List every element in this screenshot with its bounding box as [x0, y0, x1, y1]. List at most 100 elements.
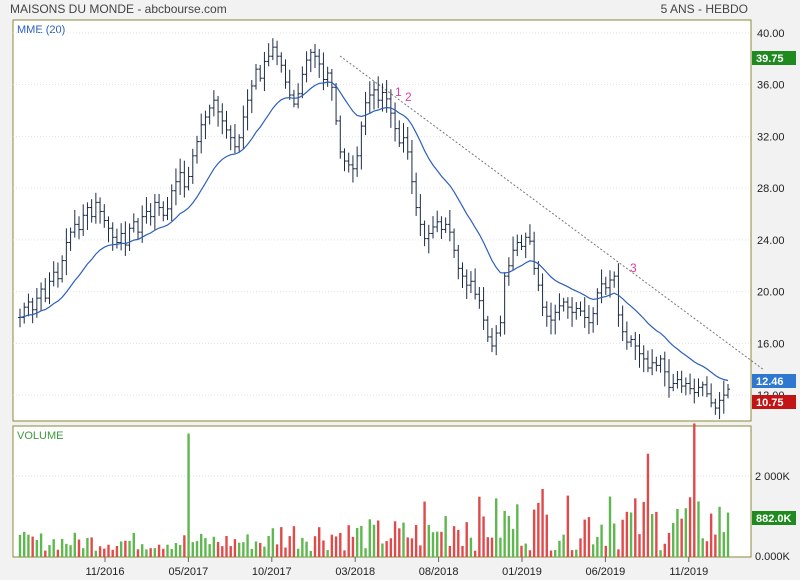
ohlc-bar: [47, 272, 52, 305]
volume-bar: [111, 549, 114, 557]
volume-bar: [591, 544, 595, 557]
ohlc-bar: [709, 383, 714, 408]
price-y-tick: 28.00: [757, 183, 785, 195]
volume-bar: [18, 534, 22, 557]
x-tick-label: 05/2017: [169, 566, 209, 578]
x-tick-label: 01/2019: [502, 566, 542, 578]
ohlc-bar: [443, 217, 448, 234]
period-label: 5 ANS - HEBDO: [660, 2, 748, 16]
annotation-3: 3: [630, 261, 637, 275]
volume-bar: [414, 525, 418, 557]
x-axis: 11/2016 05/2017 10/2017 03/2018 08/2018 01/20…: [86, 557, 708, 578]
ohlc-bar: [68, 227, 73, 251]
ohlc-bar: [422, 220, 427, 247]
volume-bar: [562, 534, 565, 557]
ohlc-bar: [637, 333, 642, 368]
ohlc-bar: [98, 197, 103, 224]
ohlc-bar: [241, 105, 246, 150]
volume-bar: [672, 522, 675, 557]
ohlc-bar: [152, 194, 157, 230]
volume-tick-0: 0.000K: [755, 551, 791, 563]
volume-bar: [701, 538, 704, 557]
ohlc-bar: [506, 257, 511, 286]
ohlc-bar: [317, 49, 322, 79]
ohlc-bar: [178, 158, 183, 195]
ema-line: [19, 81, 729, 382]
volume-bar: [178, 544, 182, 557]
ohlc-bar: [468, 271, 473, 294]
volume-bar: [271, 528, 275, 557]
volume-bar: [35, 540, 39, 557]
ohlc-bar: [645, 350, 650, 373]
price-y-tick: 40.00: [757, 28, 785, 40]
ohlc-bar: [123, 221, 128, 256]
volume-bar: [726, 512, 730, 557]
ohlc-bar: [557, 293, 562, 321]
ohlc-bar: [224, 110, 229, 139]
volume-bar: [461, 545, 464, 557]
volume-bar: [187, 433, 190, 557]
ohlc-bar: [249, 80, 254, 114]
ohlc-bar: [161, 201, 166, 222]
volume-bar: [242, 542, 245, 557]
ohlc-bar: [527, 224, 532, 245]
x-tick-label: 11/2019: [669, 566, 708, 578]
volume-bar: [318, 527, 321, 557]
ohlc-bar: [228, 125, 233, 151]
volume-bar: [330, 534, 334, 557]
volume-bar: [478, 496, 481, 557]
volume-bar: [587, 517, 591, 557]
volume-tick-2000k: 2 000K: [755, 471, 791, 483]
ohlc-bar: [675, 370, 680, 389]
ohlc-bar: [393, 102, 398, 142]
volume-bar: [545, 514, 548, 557]
volume-bar: [103, 548, 106, 557]
volume-bar: [275, 544, 279, 557]
ohlc-bar: [346, 152, 351, 173]
volume-bar: [410, 538, 414, 557]
price-bars: [18, 38, 730, 420]
ohlc-bar: [372, 81, 376, 110]
volume-bar: [697, 501, 700, 557]
ohlc-bar: [77, 216, 81, 240]
ohlc-bar: [519, 234, 524, 250]
volume-bar: [554, 549, 557, 557]
ohlc-bar: [279, 52, 284, 73]
volume-bar: [309, 550, 312, 557]
ohlc-bar: [237, 134, 242, 152]
ohlc-bar: [254, 63, 258, 90]
volume-bar: [575, 549, 578, 557]
ohlc-bar: [481, 287, 486, 330]
ohlc-bar: [165, 196, 170, 221]
volume-bar: [339, 532, 342, 557]
volume-bar: [600, 524, 603, 557]
volume-bar: [524, 543, 527, 557]
volume-bar: [381, 543, 384, 557]
volume-bar: [355, 528, 359, 557]
volume-bar: [541, 488, 544, 557]
ohlc-bar: [72, 210, 77, 238]
ohlc-bar: [641, 345, 646, 373]
volume-bar: [613, 523, 616, 557]
volume-bar: [233, 539, 237, 557]
ohlc-bar: [39, 282, 44, 311]
ohlc-bar: [350, 155, 355, 183]
ohlc-bar: [51, 261, 56, 287]
volume-bar: [393, 521, 397, 557]
ohlc-bar: [64, 228, 69, 276]
volume-bar: [368, 519, 371, 557]
ohlc-bar: [300, 66, 305, 99]
ohlc-bar: [287, 69, 292, 100]
volume-bar: [377, 520, 380, 557]
ohlc-bar: [203, 110, 208, 140]
volume-bar: [69, 545, 72, 557]
volume-bar: [709, 513, 713, 557]
volume-bar: [132, 532, 135, 557]
volume-bar: [402, 522, 405, 557]
volume-bar: [77, 539, 81, 557]
volume-bar: [680, 518, 683, 557]
low-badge: 10.75: [752, 395, 796, 409]
ohlc-bar: [721, 380, 726, 414]
x-tick-label: 06/2019: [586, 566, 626, 578]
